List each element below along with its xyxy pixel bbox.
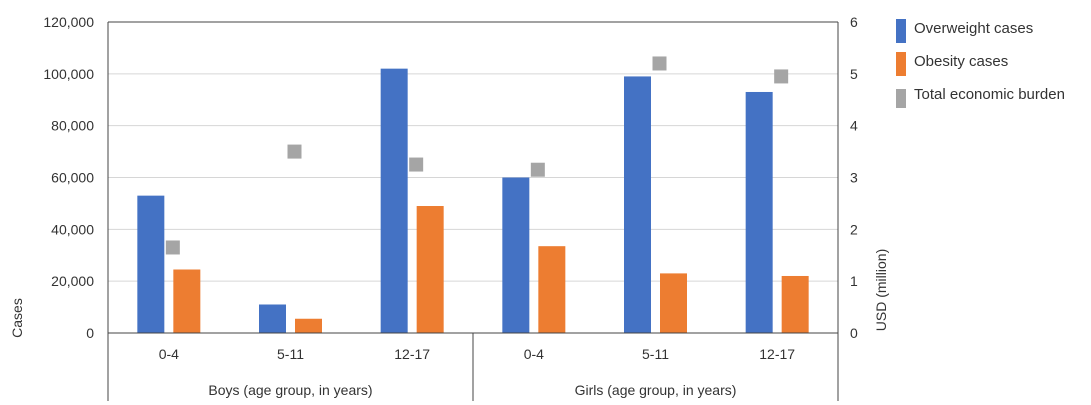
y2-tick-label: 4 [850,118,858,134]
group-label: Boys (age group, in years) [208,382,372,398]
y-tick-label: 20,000 [51,273,94,289]
y2-tick-label: 2 [850,221,858,237]
y-axis-title: Cases [9,298,25,338]
y2-tick-label: 1 [850,273,858,289]
economic-burden-marker [287,144,302,159]
legend-swatch [896,19,906,43]
y-tick-label: 120,000 [43,14,94,30]
legend-label: Obesity cases [914,53,1008,70]
y-axis-ticks: 0 20,000 40,000 60,000 80,000 100,000 120,000 [43,14,94,341]
obesity-cases-bar [416,206,444,333]
group-label: Girls (age group, in years) [575,382,737,398]
legend-swatch [896,52,906,76]
y-tick-label: 0 [86,325,94,341]
y2-tick-label: 6 [850,14,858,30]
category-label: 5-11 [277,346,304,362]
markers [165,56,789,255]
y-tick-label: 100,000 [43,66,94,82]
obesity-cases-bar [538,246,566,333]
category-labels: 0-4 5-11 12-17 Boys (age group, in years) 0-… [159,346,796,398]
obesity-cases-bar [295,318,322,333]
category-label: 5-11 [642,346,669,362]
obesity-cases-bar [173,269,201,333]
economic-burden-marker [409,157,424,172]
overweight-cases-bar [137,195,165,333]
gridlines [108,21,838,282]
obesity-cases-bar [660,273,687,333]
economic-burden-marker [530,162,545,177]
bars [137,68,809,334]
legend: Overweight cases Obesity cases Total econo… [896,19,1065,108]
overweight-cases-bar [380,68,408,334]
overweight-cases-bar [745,91,773,333]
category-label: 0-4 [159,346,179,362]
y-tick-label: 40,000 [51,221,94,237]
axis-frame [107,21,839,401]
economic-burden-marker [774,69,789,84]
overweight-cases-bar [502,177,530,333]
y2-tick-label: 0 [850,325,858,341]
obesity-cases-bar [781,275,809,333]
category-label: 12-17 [759,346,795,362]
y2-axis-ticks: 0 1 2 3 4 5 6 [850,14,858,341]
category-label: 0-4 [524,346,544,362]
legend-label: Overweight cases [914,20,1033,37]
y-tick-label: 60,000 [51,170,94,186]
legend-swatch [896,89,906,108]
legend-label: Total economic burden [914,86,1065,103]
y2-tick-label: 5 [850,66,858,82]
y2-axis-title: USD (million) [873,249,889,331]
economic-burden-marker [652,56,667,71]
category-label: 12-17 [394,346,430,362]
overweight-cases-bar [624,76,651,334]
overweight-cases-bar [259,304,286,333]
y-tick-label: 80,000 [51,118,94,134]
y2-tick-label: 3 [850,170,858,186]
economic-burden-marker [165,240,180,255]
